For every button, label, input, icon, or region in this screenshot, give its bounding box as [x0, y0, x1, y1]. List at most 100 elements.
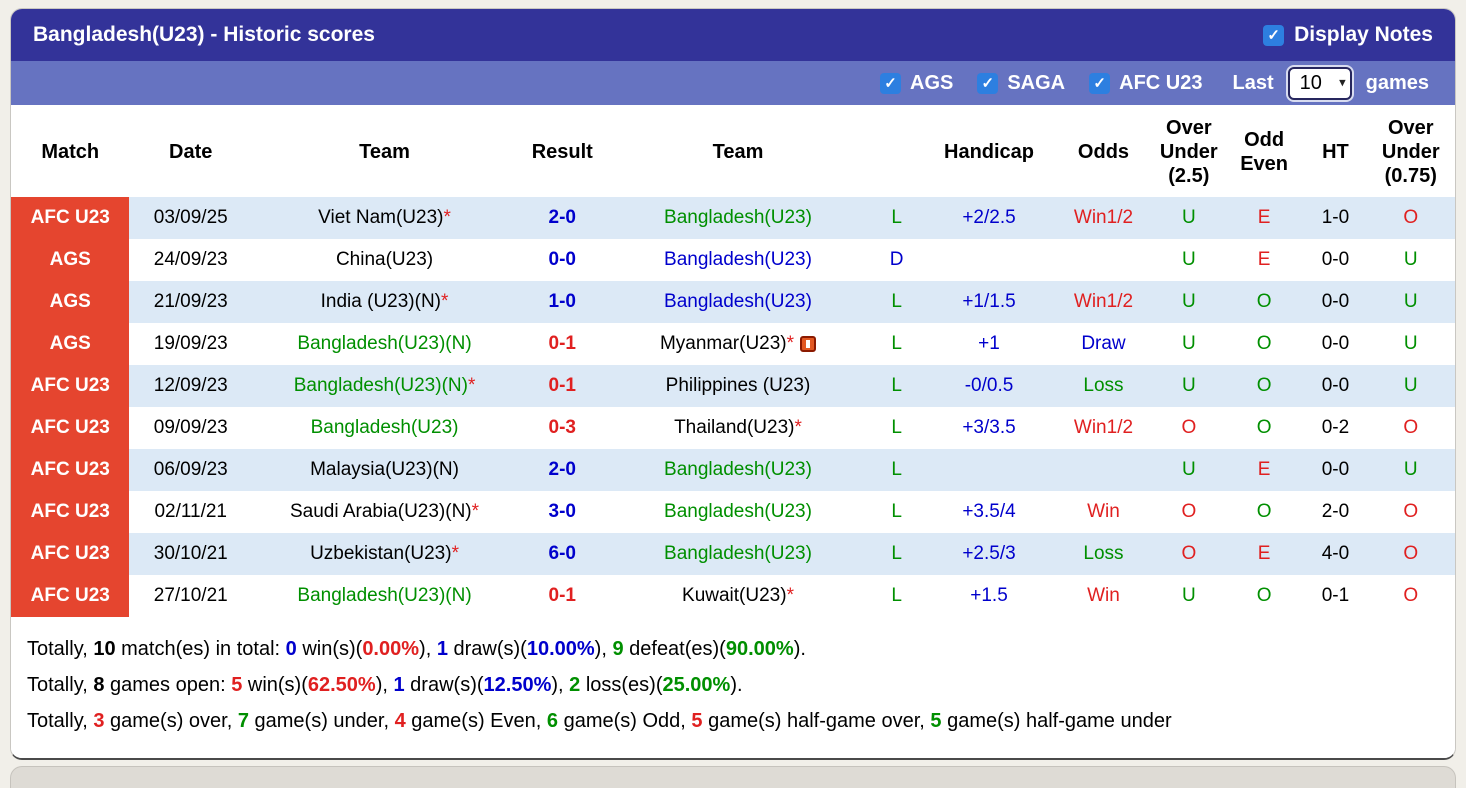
team-name[interactable]: India (U23)(N): [320, 291, 442, 312]
odds-value: Draw: [1081, 333, 1126, 354]
team-name[interactable]: Bangladesh(U23): [310, 417, 459, 438]
result-score: 0-3: [548, 417, 576, 438]
team-name[interactable]: Kuwait(U23): [682, 585, 787, 606]
summary-segment: win(s)(: [242, 674, 308, 696]
summary-segment: match(es) in total:: [115, 638, 286, 660]
team-name[interactable]: Bangladesh(U23)(N): [297, 585, 472, 606]
over-under-25-value: U: [1153, 197, 1224, 239]
team-name[interactable]: Bangladesh(U23): [664, 291, 812, 312]
odds-value: Win: [1087, 501, 1120, 522]
half-time-score: 2-0: [1321, 501, 1350, 522]
star-marker: *: [441, 291, 449, 312]
summary-segment: 9: [612, 638, 624, 660]
games-count-select[interactable]: 10: [1287, 66, 1352, 100]
column-header-team2: Team: [607, 105, 869, 197]
half-time-score: 0-0: [1304, 281, 1367, 323]
team-name[interactable]: Bangladesh(U23)(N): [297, 333, 472, 354]
summary-segment: 3: [93, 710, 105, 732]
display-notes-toggle[interactable]: ✓ Display Notes: [1263, 23, 1433, 47]
team-name[interactable]: China(U23): [335, 249, 434, 270]
team-name[interactable]: Thailand(U23): [674, 417, 795, 438]
team-name[interactable]: Uzbekistan(U23): [310, 543, 452, 564]
odds-value: Win1/2: [1053, 197, 1154, 239]
games-label: games: [1365, 71, 1429, 94]
match-date: 21/09/23: [129, 281, 252, 323]
home-team-cell: Bangladesh(U23)(N)*: [251, 365, 518, 407]
checkbox-checked-icon[interactable]: ✓: [880, 72, 901, 94]
result-letter: L: [868, 365, 925, 407]
summary-segment: 10: [93, 638, 116, 660]
home-team-cell: China(U23): [252, 239, 517, 281]
column-header-result: Result: [517, 105, 608, 197]
filter-toggle-saga[interactable]: ✓ SAGA: [977, 72, 1065, 95]
match-date: 06/09/23: [129, 449, 252, 491]
star-marker: *: [794, 417, 802, 438]
summary: Totally, 10 match(es) in total: 0 win(s)…: [11, 617, 1455, 758]
games-count-select-wrap: 10 ▾: [1287, 66, 1352, 100]
over-under-25-value: O: [1181, 417, 1197, 438]
match-row: AGS 24/09/23 China(U23) 0-0 Bangladesh(U23) D…: [11, 239, 1455, 281]
historic-scores-table: Match Date Team Result Team Handicap Odds Over U…: [11, 105, 1455, 617]
over-under-075-value: O: [1366, 533, 1455, 575]
result-score: 0-0: [548, 249, 576, 270]
over-under-075-value: U: [1366, 281, 1455, 323]
team-name[interactable]: Bangladesh(U23): [664, 501, 812, 522]
team-name[interactable]: Viet Nam(U23): [318, 207, 444, 228]
filter-label: AGS: [910, 71, 954, 94]
odds-value: [1053, 449, 1154, 491]
checkbox-checked-icon[interactable]: ✓: [1089, 72, 1111, 94]
team-name[interactable]: Bangladesh(U23): [664, 249, 812, 270]
over-under-25-value: O: [1153, 533, 1224, 575]
handicap-value: +1: [978, 333, 1000, 354]
summary-segment: win(s)(: [296, 638, 363, 660]
odd-even-value: E: [1223, 449, 1305, 491]
filter-toggle-ags[interactable]: ✓ AGS: [880, 72, 953, 95]
summary-segment: draw(s)(: [447, 638, 527, 660]
column-header-ou25: Over Under (2.5): [1153, 105, 1224, 197]
team-name[interactable]: Saudi Arabia(U23)(N): [290, 501, 472, 522]
summary-segment: 6: [546, 710, 559, 732]
handicap-value: +2/2.5: [924, 197, 1054, 239]
summary-segment: ),: [594, 638, 613, 660]
half-time-score: 0-2: [1321, 417, 1350, 438]
summary-segment: draw(s)(: [404, 674, 484, 696]
summary-segment: ).: [793, 638, 806, 660]
handicap-value: [925, 239, 1054, 281]
odd-even-value: O: [1223, 281, 1305, 323]
handicap-value: +1.5: [970, 585, 1008, 606]
summary-segment: game(s) half-game under: [941, 710, 1172, 732]
team-name[interactable]: Bangladesh(U23): [664, 459, 812, 480]
home-team-cell: Malaysia(U23)(N): [251, 449, 518, 491]
match-date: 03/09/25: [129, 197, 252, 239]
odd-even-value: E: [1223, 533, 1305, 575]
summary-segment: 5: [231, 674, 243, 696]
match-row: AFC U23 09/09/23 Bangladesh(U23) 0-3 Thailan…: [11, 407, 1455, 449]
summary-segment: 1: [393, 674, 405, 696]
team-name[interactable]: Bangladesh(U23): [664, 207, 812, 228]
filter-label: SAGA: [1007, 71, 1066, 94]
checkbox-checked-icon[interactable]: ✓: [977, 72, 999, 94]
odd-even-value: E: [1257, 249, 1271, 270]
result-letter: L: [868, 197, 925, 239]
summary-segment: games open:: [104, 674, 232, 696]
team-name[interactable]: Philippines (U23): [665, 375, 811, 396]
team-name[interactable]: Bangladesh(U23): [664, 543, 812, 564]
result-score: 6-0: [517, 533, 608, 575]
summary-segment: game(s) Even,: [405, 710, 547, 732]
summary-line: Totally, 10 match(es) in total: 0 win(s)…: [27, 638, 1439, 661]
column-header-date: Date: [129, 105, 252, 197]
team-name[interactable]: Bangladesh(U23)(N): [293, 375, 468, 396]
summary-segment: 10.00%: [526, 638, 595, 660]
team-name[interactable]: Malaysia(U23)(N): [310, 459, 459, 480]
summary-segment: 8: [93, 674, 105, 696]
odds-value: Loss: [1053, 365, 1154, 407]
filter-toggle-afc-u23[interactable]: ✓ AFC U23: [1089, 72, 1203, 95]
column-header-handicap: Handicap: [924, 105, 1054, 197]
handicap-value: +3/3.5: [962, 417, 1016, 438]
display-notes-checkbox-icon[interactable]: ✓: [1263, 24, 1285, 46]
star-marker: *: [786, 333, 795, 354]
league-badge: AGS: [11, 281, 130, 323]
summary-segment: 90.00%: [725, 638, 794, 660]
match-row: AFC U23 03/09/25 Viet Nam(U23)* 2-0 Banglade…: [11, 197, 1455, 239]
team-name[interactable]: Myanmar(U23): [659, 333, 787, 354]
